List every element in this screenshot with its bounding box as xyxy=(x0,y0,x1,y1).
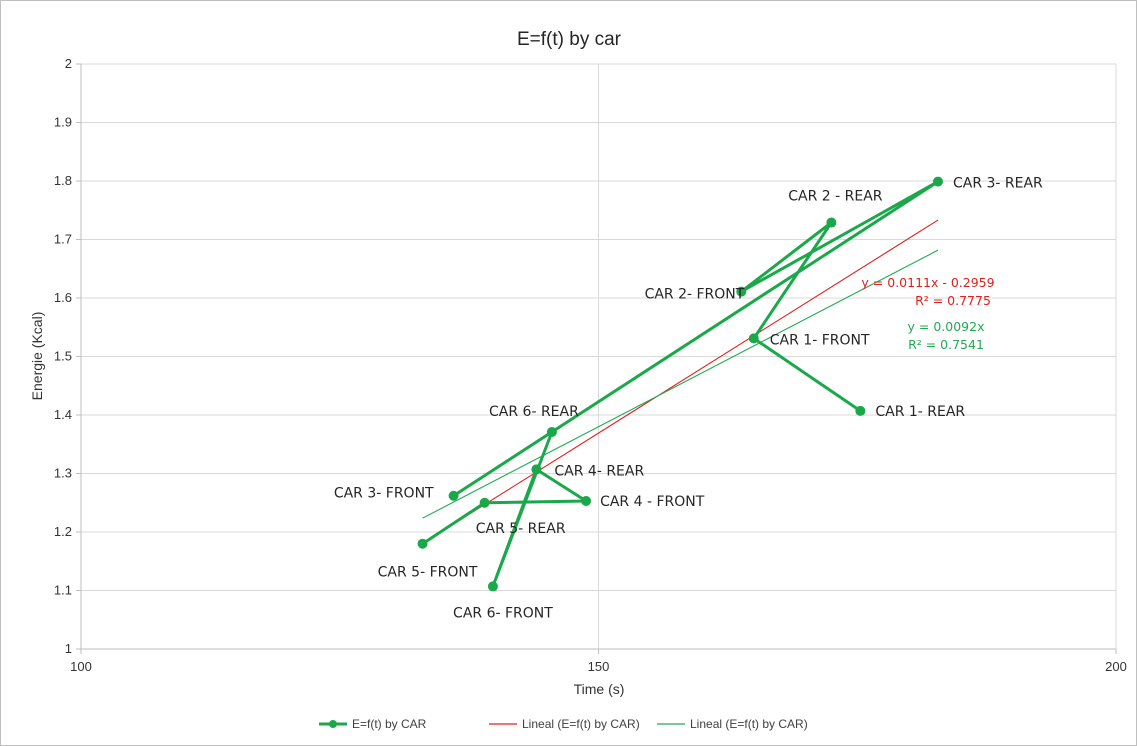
data-point xyxy=(581,495,592,506)
x-axis-label: Time (s) xyxy=(574,681,625,697)
data-point xyxy=(932,176,943,187)
point-label: CAR 6- FRONT xyxy=(453,605,553,621)
point-label: CAR 2- FRONT xyxy=(645,287,745,303)
chart-title: E=f(t) by car xyxy=(517,29,622,50)
y-tick-label: 1.4 xyxy=(54,407,72,422)
trendline xyxy=(422,219,939,544)
data-point xyxy=(479,497,490,508)
trendline-r2: R² = 0.7541 xyxy=(908,337,984,352)
trendline-r2: R² = 0.7775 xyxy=(915,293,991,308)
y-tick-label: 1.6 xyxy=(54,290,72,305)
point-label: CAR 4 - FRONT xyxy=(600,494,705,510)
data-point xyxy=(546,426,557,437)
point-label: CAR 1- REAR xyxy=(875,404,965,420)
legend-marker xyxy=(329,720,337,728)
data-point xyxy=(855,405,866,416)
point-label: CAR 5- REAR xyxy=(476,521,566,537)
data-series xyxy=(417,176,943,592)
y-tick-label: 1.7 xyxy=(54,232,72,247)
legend-entry: Lineal (E=f(t) by CAR) xyxy=(522,717,640,731)
y-tick-label: 1.9 xyxy=(54,115,72,130)
point-label: CAR 4- REAR xyxy=(554,463,644,479)
data-point xyxy=(448,490,459,501)
y-tick-label: 1.8 xyxy=(54,173,72,188)
point-label: CAR 1- FRONT xyxy=(770,332,870,348)
legend-entry: Lineal (E=f(t) by CAR) xyxy=(690,717,808,731)
data-point xyxy=(736,286,747,297)
trendline-equation: y = 0.0111x - 0.2959 xyxy=(861,275,994,290)
y-tick-label: 1 xyxy=(65,641,72,656)
trendline xyxy=(422,249,939,519)
point-label: CAR 5- FRONT xyxy=(378,565,478,581)
x-tick-label: 150 xyxy=(588,659,610,674)
point-label: CAR 2 - REAR xyxy=(788,189,883,205)
point-label: CAR 3- REAR xyxy=(953,176,1043,192)
y-tick-label: 1.2 xyxy=(54,524,72,539)
data-point xyxy=(748,333,759,344)
legend-entry: E=f(t) by CAR xyxy=(352,717,427,731)
x-tick-label: 200 xyxy=(1105,659,1127,674)
data-point xyxy=(531,464,542,475)
y-tick-label: 1.1 xyxy=(54,583,72,598)
trendlines xyxy=(422,219,939,544)
y-tick-label: 1.5 xyxy=(54,349,72,364)
x-tick-label: 100 xyxy=(70,659,92,674)
series-line xyxy=(421,180,940,588)
y-axis-label: Energie (Kcal) xyxy=(29,312,45,401)
data-point xyxy=(417,538,428,549)
point-label: CAR 6- REAR xyxy=(489,404,579,420)
trendline-equations: y = 0.0111x - 0.2959 R² = 0.7775 y = 0.009… xyxy=(861,275,994,352)
legend[interactable]: E=f(t) by CAR Lineal (E=f(t) by CAR) Linea… xyxy=(319,717,808,731)
point-labels: CAR 1- REAR CAR 1- FRONT CAR 2 - REAR CAR 2… xyxy=(334,176,1043,622)
y-tick-label: 2 xyxy=(65,56,72,71)
y-tick-label: 1.3 xyxy=(54,466,72,481)
data-point xyxy=(826,217,837,228)
data-point xyxy=(487,581,498,592)
axes: 1 1.1 1.2 1.3 1.4 1.5 1.6 1.7 1.8 1.9 2 100 150 200 xyxy=(54,56,1127,674)
point-label: CAR 3- FRONT xyxy=(334,486,434,502)
trendline-equation: y = 0.0092x xyxy=(908,319,985,334)
